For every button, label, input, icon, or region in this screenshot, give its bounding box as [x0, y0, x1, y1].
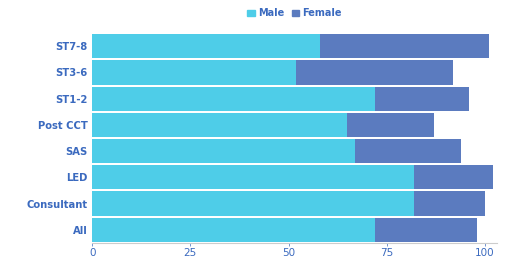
Bar — [296, 60, 454, 84]
Bar — [320, 34, 489, 58]
Bar — [414, 192, 485, 216]
Legend: Male, Female: Male, Female — [243, 4, 346, 22]
Bar — [355, 139, 461, 163]
Bar — [375, 87, 469, 111]
Bar — [375, 218, 477, 242]
Bar — [92, 60, 296, 84]
Bar — [92, 192, 414, 216]
Bar — [92, 218, 375, 242]
Bar — [92, 87, 375, 111]
Bar — [348, 113, 434, 137]
Bar — [92, 34, 320, 58]
Bar — [92, 113, 348, 137]
Bar — [92, 139, 355, 163]
Bar — [414, 165, 493, 189]
Bar — [92, 165, 414, 189]
